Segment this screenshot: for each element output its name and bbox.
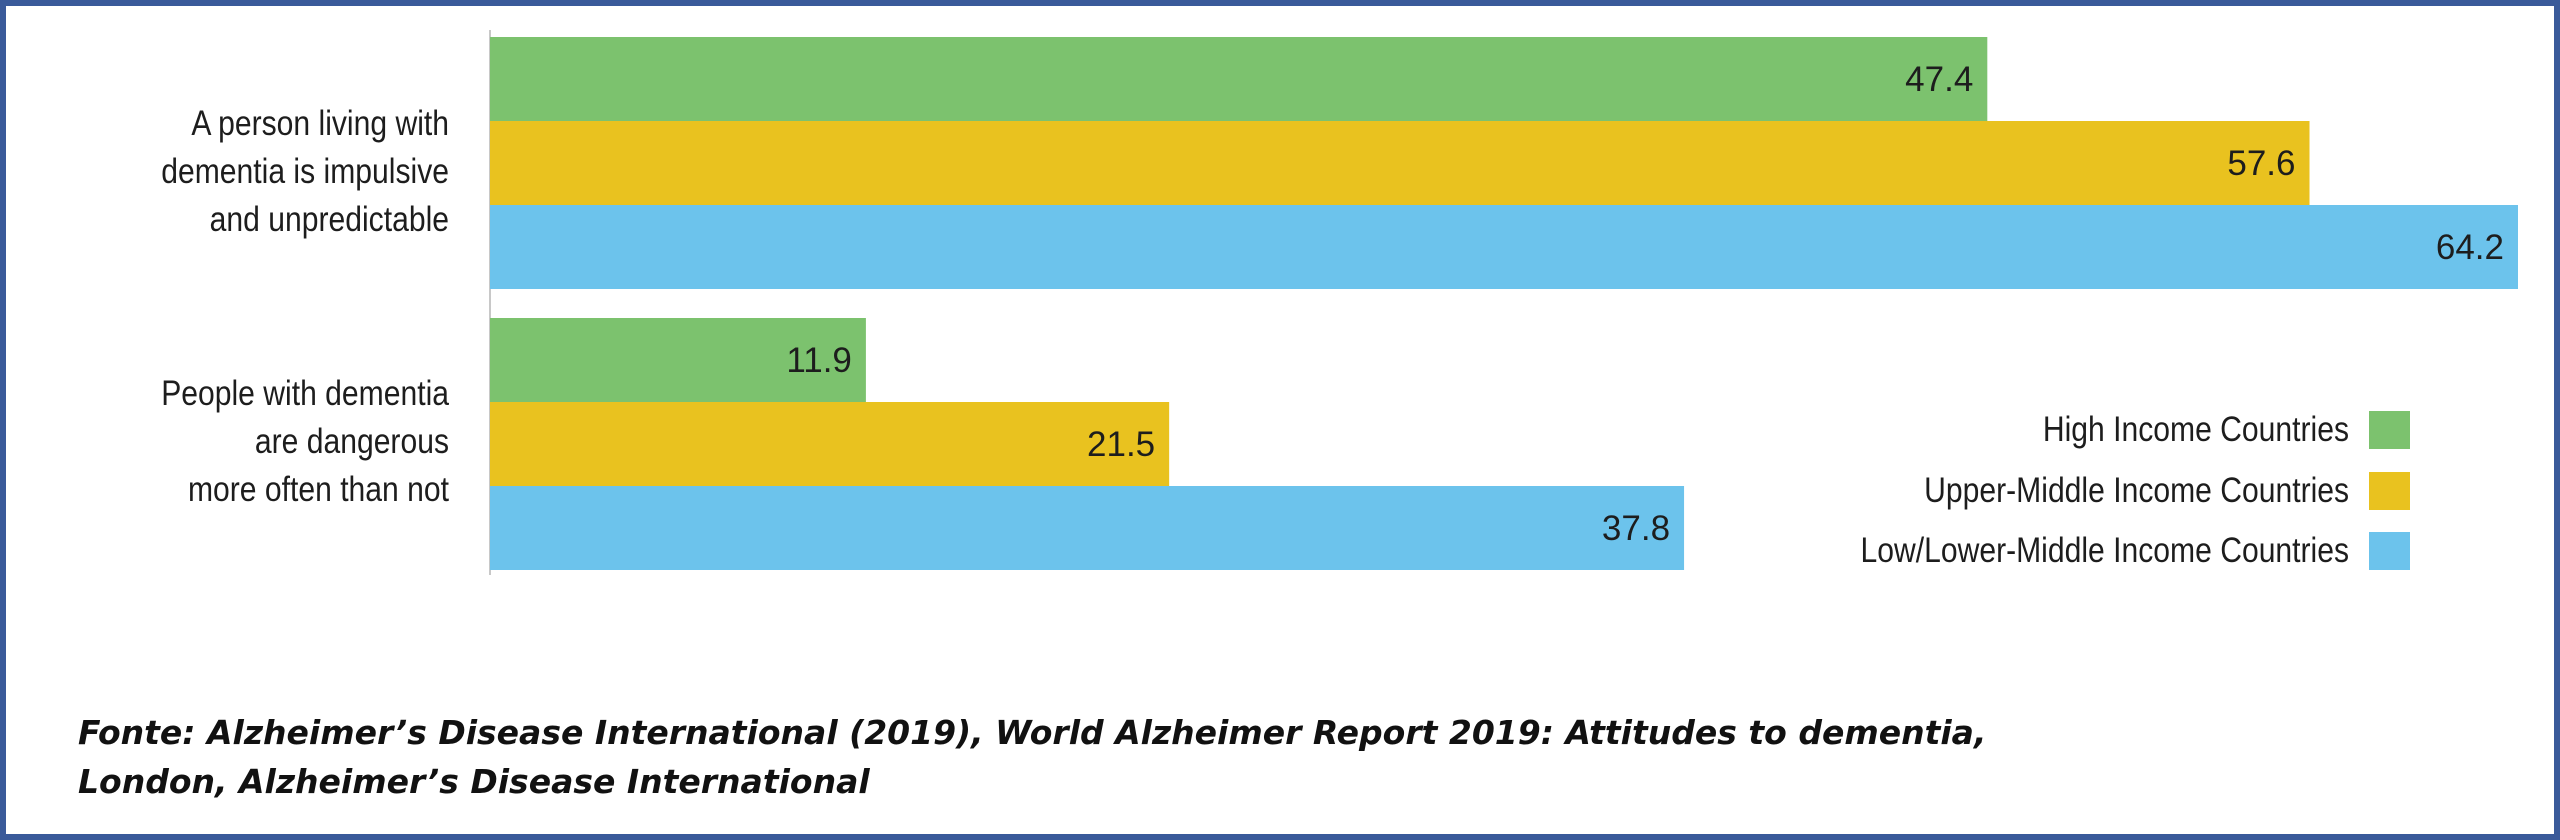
legend-swatch xyxy=(2369,472,2410,510)
source-citation: Fonte: Alzheimer’s Disease International… xyxy=(78,708,1987,806)
category-label-impulsive: A person living with dementia is impulsi… xyxy=(161,104,449,239)
legend-swatch xyxy=(2369,411,2410,449)
legend-item-upper-middle-income: Upper-Middle Income Countries xyxy=(1855,471,2410,511)
bar-impulsive-upper-middle-income xyxy=(490,121,2310,205)
value-label-impulsive-low-lower-middle-income: 64.2 xyxy=(2436,228,2504,267)
legend-swatch xyxy=(2369,532,2410,570)
bar-impulsive-high-income xyxy=(490,37,1988,121)
value-label-dangerous-high-income: 11.9 xyxy=(786,341,852,380)
legend-label: High Income Countries xyxy=(2042,410,2349,449)
source-line-2: London, Alzheimer’s Disease Internationa… xyxy=(78,762,870,801)
legend-item-low-lower-middle-income: Low/Lower-Middle Income Countries xyxy=(1781,531,2410,571)
bar-dangerous-high-income xyxy=(490,318,866,402)
value-label-dangerous-upper-middle-income: 21.5 xyxy=(1087,425,1155,464)
legend-label: Upper-Middle Income Countries xyxy=(1924,471,2349,510)
source-line-1: Fonte: Alzheimer’s Disease International… xyxy=(78,713,1987,752)
value-label-dangerous-low-lower-middle-income: 37.8 xyxy=(1602,509,1670,548)
bar-dangerous-low-lower-middle-income xyxy=(490,486,1685,570)
bar-dangerous-upper-middle-income xyxy=(490,402,1170,486)
legend-label: Low/Lower-Middle Income Countries xyxy=(1860,531,2349,570)
value-label-impulsive-upper-middle-income: 57.6 xyxy=(2227,144,2295,183)
bar-impulsive-low-lower-middle-income xyxy=(490,205,2518,289)
legend-item-high-income: High Income Countries xyxy=(1993,410,2410,450)
value-label-impulsive-high-income: 47.4 xyxy=(1905,60,1973,99)
category-label-dangerous: People with dementia are dangerous more … xyxy=(161,374,449,509)
